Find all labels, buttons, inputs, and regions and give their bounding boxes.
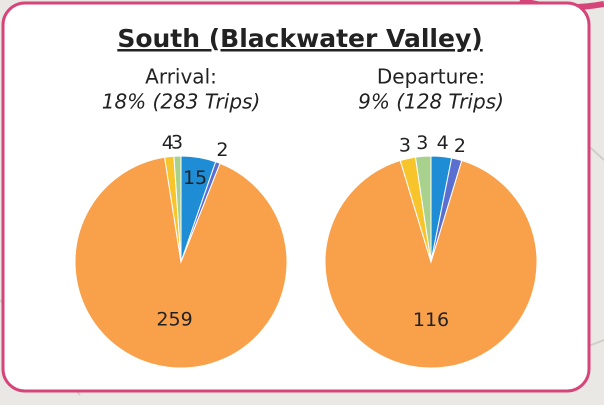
pie-subtitle: 9% (128 Trips): [358, 90, 504, 114]
slice-label: 3: [416, 132, 428, 154]
pie-title: Arrival:: [145, 65, 217, 89]
slice-label: 2: [216, 139, 228, 161]
pie-title: Departure:: [377, 65, 485, 89]
slice-label: 3: [399, 134, 411, 156]
slice-label: 15: [183, 167, 207, 189]
slice-label: 259: [156, 308, 192, 330]
slice-label: 2: [454, 135, 466, 157]
slice-label: 116: [413, 309, 449, 331]
slice-label: 4: [162, 132, 174, 154]
pie-slice: [324, 159, 538, 369]
slice-label: 4: [437, 132, 449, 154]
pie-subtitle: 18% (283 Trips): [102, 90, 261, 114]
pie-slice: [173, 155, 182, 263]
slice-label: 3: [171, 132, 183, 154]
card-title: South (Blackwater Valley): [117, 24, 482, 53]
pie-slice: [74, 156, 288, 369]
pie-slice: [414, 155, 432, 263]
